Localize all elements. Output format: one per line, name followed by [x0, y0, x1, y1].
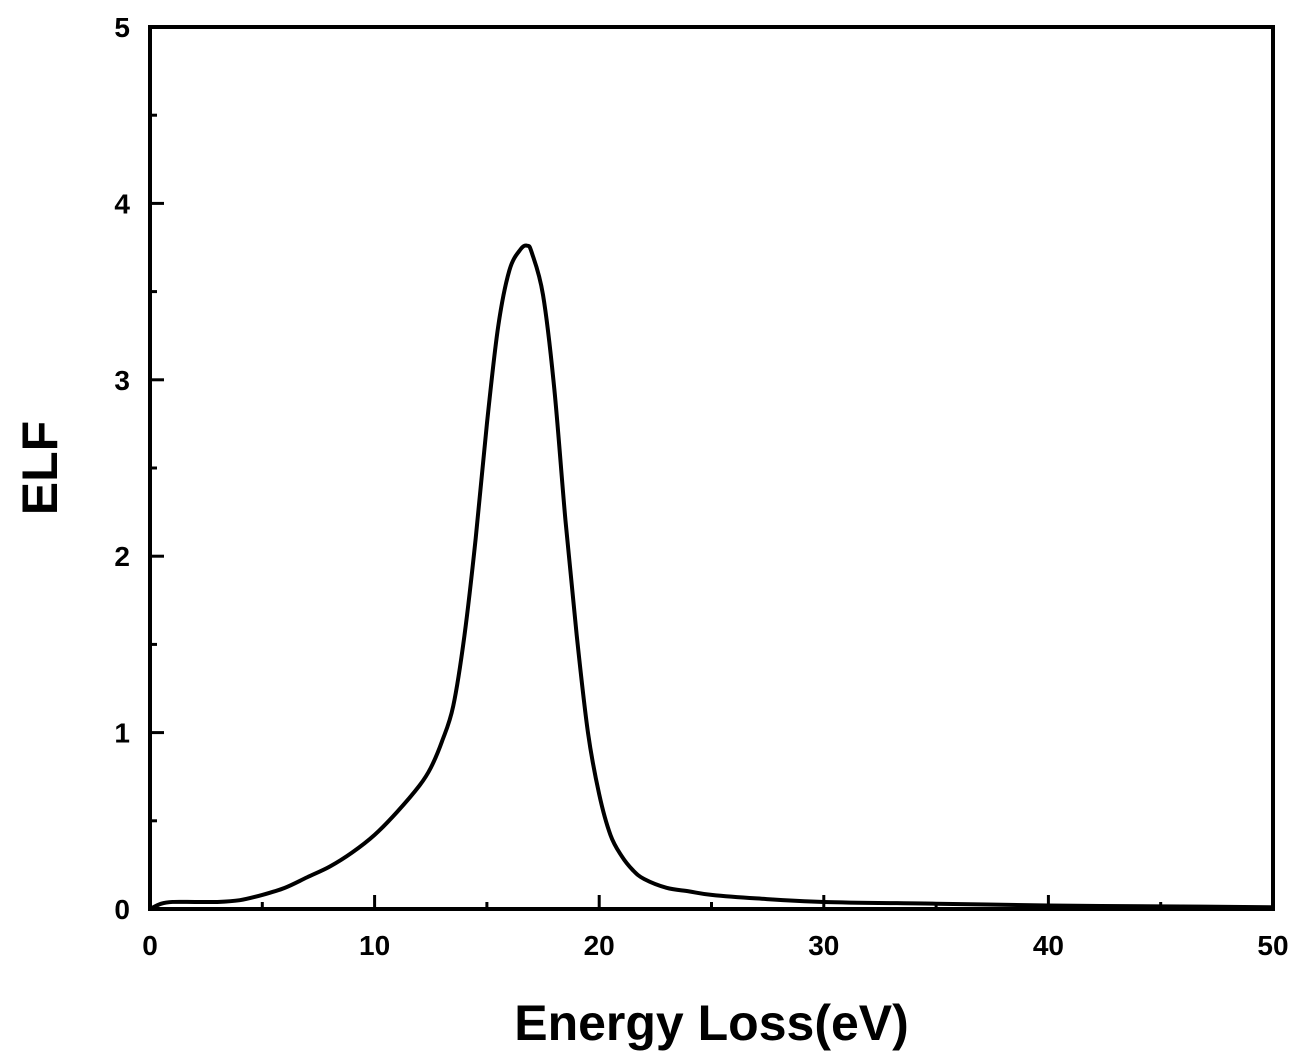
x-tick-label: 30 — [808, 930, 839, 961]
plot-frame — [148, 25, 1275, 911]
x-tick-label: 20 — [584, 930, 615, 961]
y-tick-label: 2 — [114, 541, 130, 572]
x-tick-label: 0 — [142, 930, 158, 961]
x-tick-label: 40 — [1033, 930, 1064, 961]
y-tick-label: 4 — [114, 188, 130, 219]
labels: Energy Loss(eV) ELF — [12, 421, 909, 1051]
x-tick-label: 50 — [1257, 930, 1288, 961]
elf-series-line — [149, 243, 1274, 911]
x-axis-title: Energy Loss(eV) — [514, 995, 909, 1051]
x-tick-label: 10 — [359, 930, 390, 961]
y-tick-label: 1 — [114, 718, 130, 749]
y-tick-label: 3 — [114, 365, 130, 396]
y-tick-label: 0 — [114, 894, 130, 925]
axes: 0 10 20 30 40 50 0 1 2 3 4 5 — [114, 12, 1288, 961]
series-layer — [149, 243, 1274, 911]
y-axis-title: ELF — [12, 421, 68, 515]
y-tick-label: 5 — [114, 12, 130, 43]
